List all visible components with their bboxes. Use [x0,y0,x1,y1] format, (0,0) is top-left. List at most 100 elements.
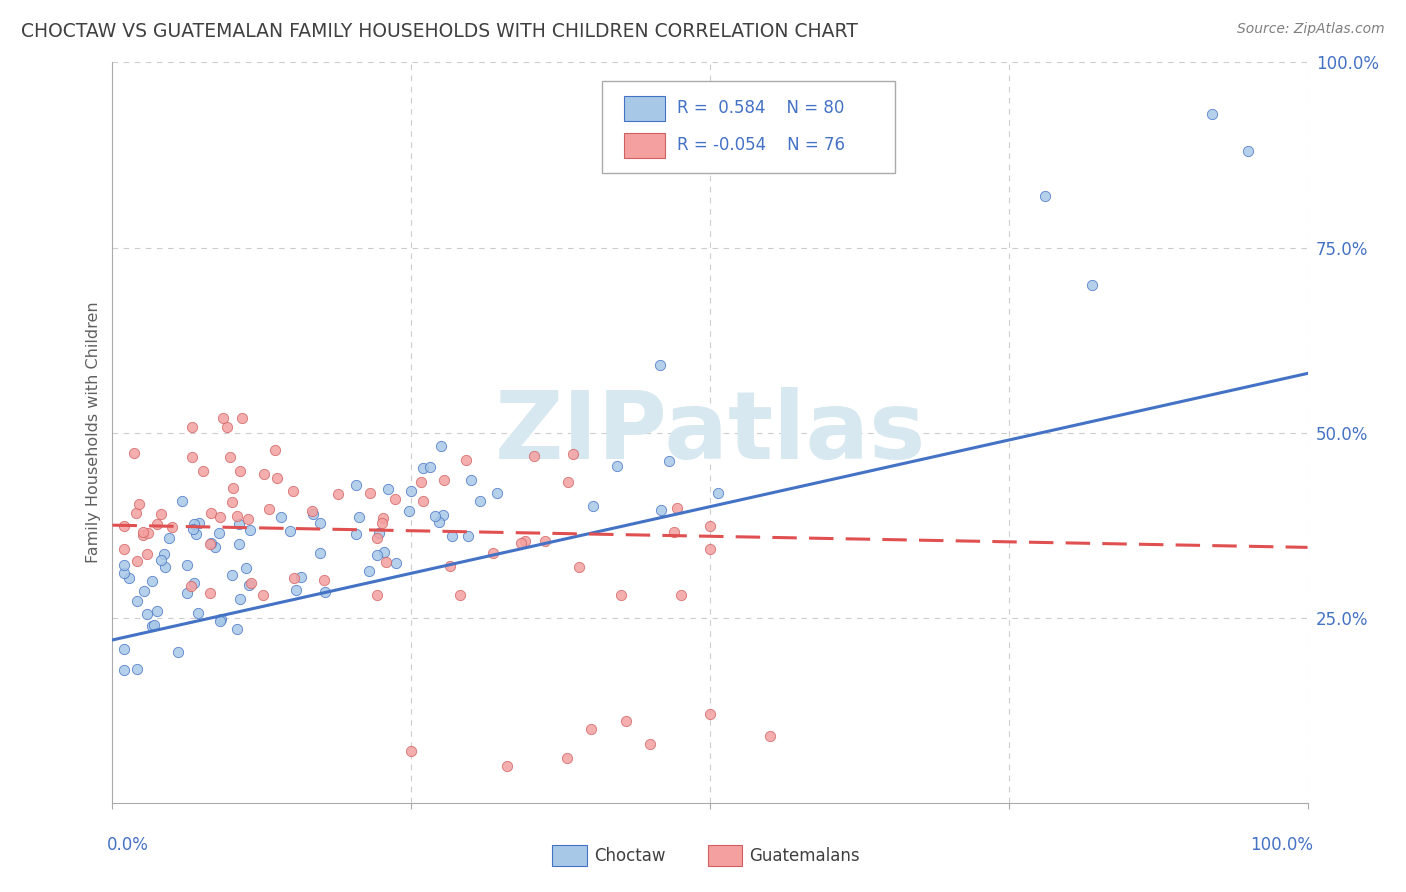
Point [114,566,135,581]
Point [157,531,180,545]
Point [373,511,395,525]
Point [366,549,388,563]
Point [650,503,672,517]
Point [344,478,367,492]
Point [699,519,721,533]
Point [200,586,222,600]
Text: R =  0.584    N = 80: R = 0.584 N = 80 [676,99,844,118]
Point [135,548,157,562]
Point [221,568,243,582]
Point [187,516,209,531]
Point [278,524,301,538]
Point [149,552,172,566]
Point [699,542,721,557]
Point [439,558,461,573]
Point [127,554,149,568]
Point [212,411,235,425]
Point [412,493,434,508]
FancyBboxPatch shape [624,133,665,158]
Point [217,420,239,434]
Point [423,508,446,523]
Point [427,515,450,529]
Point [460,473,482,487]
Point [132,584,155,599]
Point [482,546,505,560]
Point [239,523,262,537]
Text: CHOCTAW VS GUATEMALAN FAMILY HOUSEHOLDS WITH CHILDREN CORRELATION CHART: CHOCTAW VS GUATEMALAN FAMILY HOUSEHOLDS … [21,22,858,41]
Point [209,612,232,626]
Point [312,573,335,587]
Text: Source: ZipAtlas.com: Source: ZipAtlas.com [1237,22,1385,37]
Point [328,487,350,501]
Point [309,516,332,530]
Point [367,525,389,540]
Y-axis label: Family Households with Children: Family Households with Children [86,301,101,564]
Point [181,522,204,536]
Point [366,531,388,545]
Point [430,438,453,452]
Point [180,579,202,593]
Point [457,529,479,543]
Point [253,467,276,482]
FancyBboxPatch shape [707,845,742,866]
Point [523,449,546,463]
Point [228,537,250,551]
Point [706,485,728,500]
FancyBboxPatch shape [553,845,586,866]
Point [128,497,150,511]
Point [648,358,671,372]
Point [228,517,250,532]
Point [496,758,519,772]
Text: 0.0%: 0.0% [107,836,149,855]
Point [658,454,681,468]
Point [582,499,605,513]
Point [555,751,578,765]
Point [454,453,477,467]
Point [486,485,509,500]
Point [283,571,305,585]
Point [432,508,454,522]
Text: Guatemalans: Guatemalans [749,847,860,865]
Point [384,492,406,507]
Point [160,520,183,534]
Point [114,519,135,533]
Point [198,536,221,550]
Point [699,706,721,721]
Point [606,458,628,473]
Point [124,507,146,521]
Point [166,645,188,659]
Point [419,460,441,475]
Point [153,548,176,562]
Point [200,506,222,520]
Point [231,410,253,425]
Point [616,714,638,729]
Text: 100.0%: 100.0% [1250,836,1313,855]
Point [401,744,423,758]
Point [226,508,249,523]
Point [221,494,243,508]
Point [259,502,281,516]
Point [412,461,434,475]
Point [252,589,274,603]
Point [240,575,263,590]
Point [266,470,288,484]
Point [1033,188,1056,202]
Point [470,494,492,508]
Point [610,589,633,603]
Point [515,533,537,548]
Point [561,447,583,461]
Point [441,529,464,543]
Point [263,443,285,458]
Point [209,510,232,524]
Point [219,450,242,464]
Point [208,526,231,541]
Point [385,556,408,570]
Point [228,591,250,606]
Point [191,464,214,478]
Point [176,586,198,600]
Point [285,583,308,598]
Point [308,546,330,560]
Point [557,475,579,489]
Point [183,517,205,532]
Text: Choctaw: Choctaw [595,847,665,865]
